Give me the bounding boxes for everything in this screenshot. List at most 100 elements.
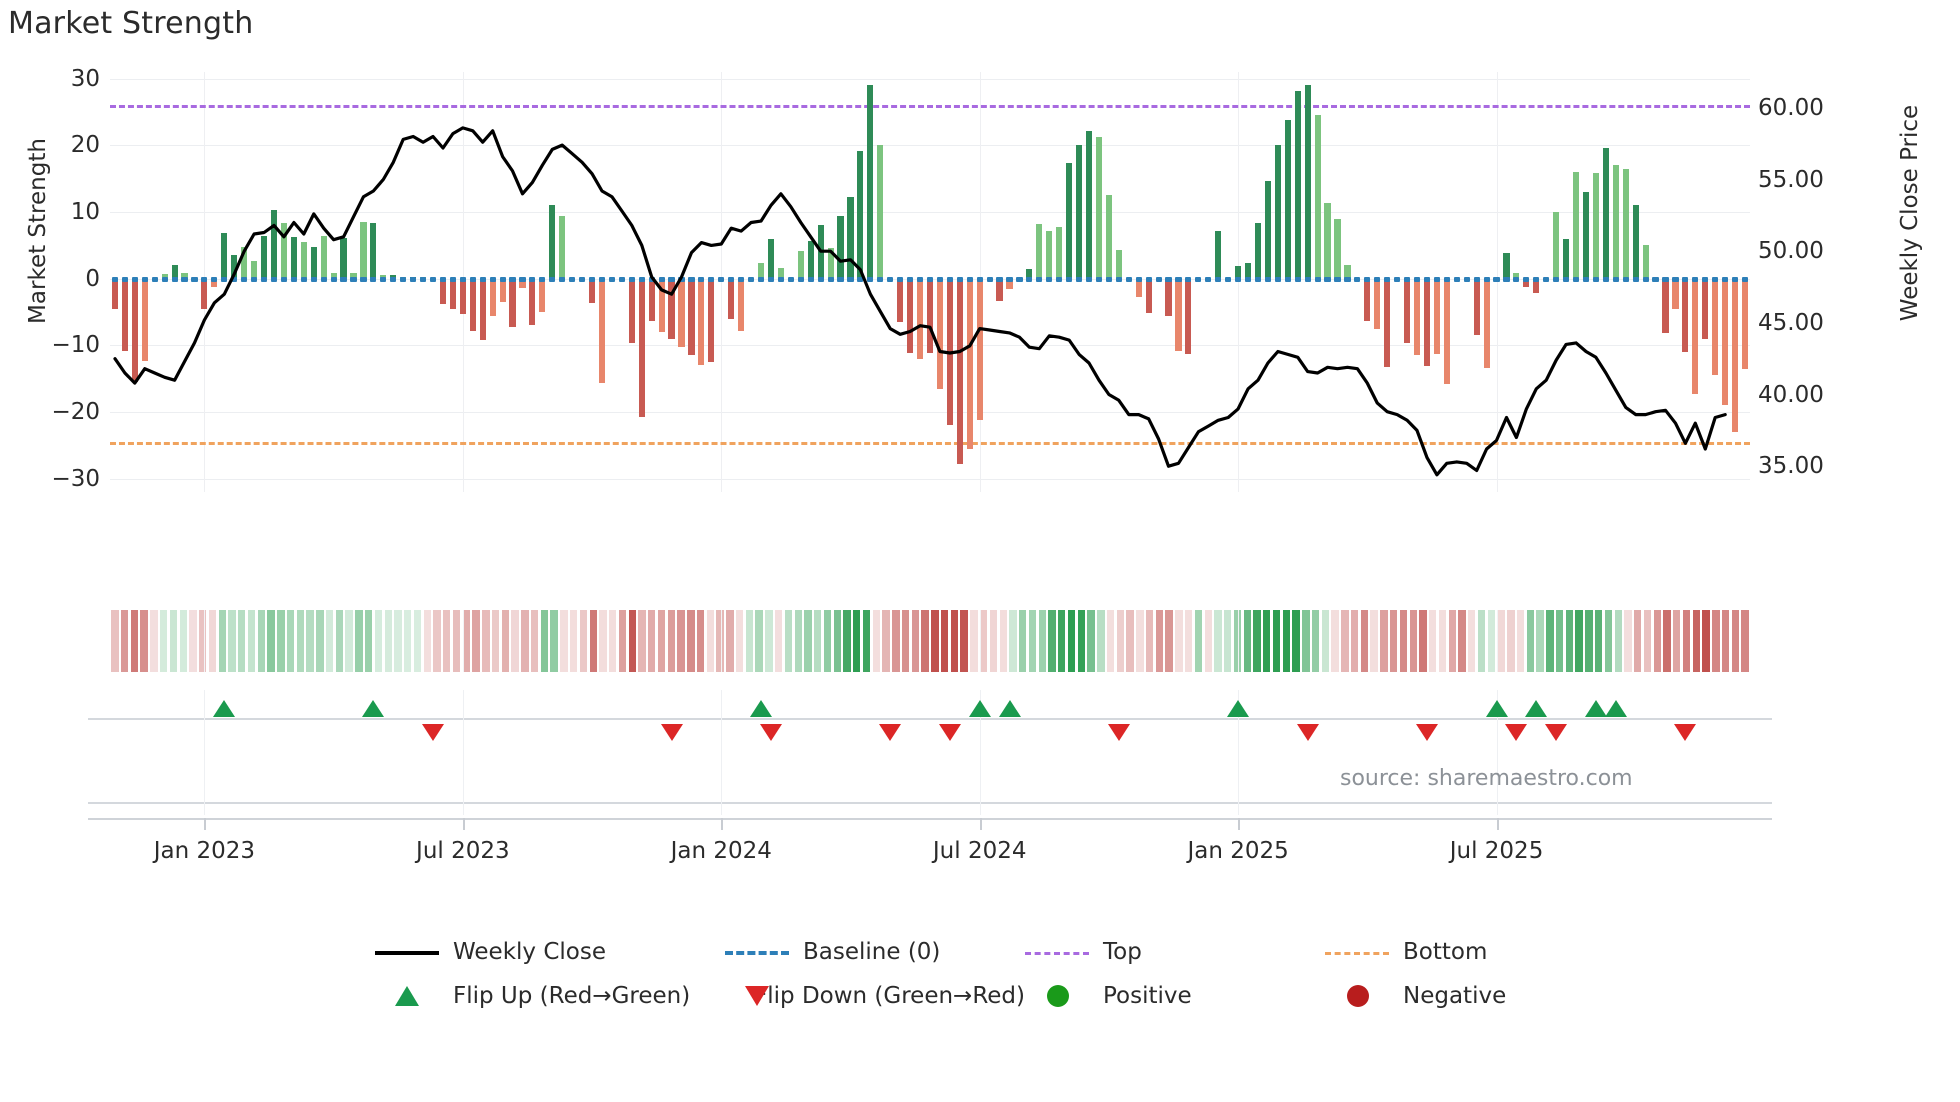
flip-down-marker	[660, 724, 683, 741]
baseline-marker	[1095, 276, 1103, 282]
baseline-marker	[579, 276, 586, 282]
baseline-marker	[1741, 276, 1749, 282]
flip-down-marker	[1107, 724, 1130, 741]
heatmap-strip-cell	[111, 610, 119, 672]
heatmap-strip-cell	[1233, 610, 1242, 672]
strength-bar	[1264, 181, 1271, 279]
legend-item-top[interactable]: Top	[1025, 939, 1325, 965]
strength-bar	[1085, 131, 1093, 279]
y-axis-left-tick-label: 10	[70, 199, 100, 225]
strength-bar	[996, 278, 1003, 302]
strength-bar	[956, 278, 963, 464]
baseline-marker	[1195, 276, 1202, 282]
heatmap-strip-cell	[1536, 610, 1544, 672]
strength-bar	[1433, 278, 1440, 354]
legend-item-weekly-close[interactable]: Weekly Close	[375, 939, 725, 965]
strength-bar	[1006, 278, 1013, 290]
y-axis-left-ticks: 30 20 10 0 −10 −20 −30	[0, 66, 100, 492]
legend-item-flip-down[interactable]: Flip Down (Green→Red)	[725, 983, 1025, 1009]
heatmap-strip-cell	[765, 610, 773, 672]
baseline-marker	[241, 276, 248, 282]
baseline-marker	[370, 276, 377, 282]
x-axis-tick-label: Jul 2025	[1449, 838, 1544, 864]
flip-down-marker	[1545, 724, 1568, 741]
baseline-marker	[1324, 276, 1331, 282]
baseline-marker	[161, 276, 168, 282]
solid-line-icon	[375, 941, 439, 963]
strength-bar	[509, 278, 516, 327]
baseline-marker	[1413, 276, 1421, 282]
x-axis-tick-mark	[1496, 818, 1499, 830]
baseline-marker	[1652, 276, 1659, 282]
x-axis-tick-label: Jan 2024	[670, 838, 772, 864]
heatmap-strip-cell	[325, 610, 334, 672]
strength-bar	[320, 236, 327, 279]
heatmap-strip-cell	[140, 610, 148, 672]
heatmap-strip-cell	[1429, 610, 1437, 672]
heatmap-strip-cell	[179, 610, 187, 672]
strength-bar	[1622, 168, 1629, 279]
baseline-marker	[340, 276, 347, 282]
legend-item-positive[interactable]: Positive	[1025, 983, 1325, 1009]
strength-bar	[1533, 278, 1540, 294]
heatmap-strip-cell	[1712, 610, 1720, 672]
heatmap-strip-cell	[901, 610, 910, 672]
heatmap-strip-cell	[404, 610, 412, 672]
baseline-marker	[390, 276, 397, 282]
baseline-marker	[1602, 276, 1609, 282]
strength-bar	[936, 278, 943, 389]
baseline-marker	[509, 276, 516, 282]
heatmap-strip-cell	[716, 610, 724, 672]
flip-up-marker	[998, 700, 1021, 717]
heatmap-strip-cell	[931, 610, 939, 672]
heatmap-strip-cell	[364, 610, 373, 672]
legend-item-bottom[interactable]: Bottom	[1325, 939, 1585, 965]
heatmap-strip-cell	[589, 610, 597, 672]
baseline-marker	[1364, 276, 1371, 282]
heatmap-strip-cell	[628, 610, 636, 672]
gridline-vertical	[721, 610, 723, 672]
flip-up-marker	[213, 700, 236, 717]
baseline-marker	[1215, 276, 1222, 282]
baseline-marker	[171, 276, 178, 282]
heatmap-strip-cell	[560, 610, 568, 672]
baseline-marker	[628, 276, 635, 282]
baseline-marker	[926, 276, 934, 282]
baseline-marker	[260, 276, 268, 282]
gridline-vertical	[204, 610, 206, 672]
heatmap-strip-cell	[940, 610, 949, 672]
baseline-marker	[1572, 276, 1580, 282]
heatmap-strip-cell	[677, 610, 685, 672]
strength-bar	[1732, 278, 1739, 432]
y-axis-left-tick-label: −20	[51, 399, 100, 425]
strength-bar	[270, 210, 278, 279]
x-axis-tick-label: Jul 2023	[416, 838, 510, 864]
y-axis-right-tick-label: 40.00	[1758, 381, 1824, 408]
heatmap-strip-cell	[345, 610, 353, 672]
dashed-line-orange-icon	[1325, 941, 1389, 963]
heatmap-strip-cell	[1350, 610, 1359, 672]
strength-bar	[1473, 278, 1480, 336]
strength-bar	[1294, 91, 1301, 279]
legend-item-flip-up[interactable]: Flip Up (Red→Green)	[375, 983, 725, 1009]
gridline-vertical	[204, 690, 206, 815]
baseline-marker	[1394, 276, 1401, 282]
baseline-marker	[638, 276, 645, 282]
strength-bar	[1672, 278, 1679, 310]
heatmap-strip-cell	[521, 610, 529, 672]
baseline-marker	[121, 276, 128, 282]
baseline-marker	[887, 276, 894, 282]
baseline-marker	[1672, 276, 1679, 282]
baseline-marker	[976, 276, 983, 282]
heatmap-strip-cell	[1038, 610, 1046, 672]
heatmap-strip-cell	[1468, 610, 1476, 672]
strength-bar	[360, 222, 367, 279]
gridline-horizontal	[110, 412, 1750, 413]
y-axis-right-tick-label: 45.00	[1758, 309, 1824, 336]
flip-markers-panel	[88, 690, 1772, 815]
legend-item-baseline[interactable]: Baseline (0)	[725, 939, 1025, 965]
baseline-marker	[1622, 276, 1629, 282]
heatmap-strip-cell	[921, 610, 929, 672]
legend-item-negative[interactable]: Negative	[1325, 983, 1585, 1009]
strength-bar	[1741, 278, 1749, 369]
